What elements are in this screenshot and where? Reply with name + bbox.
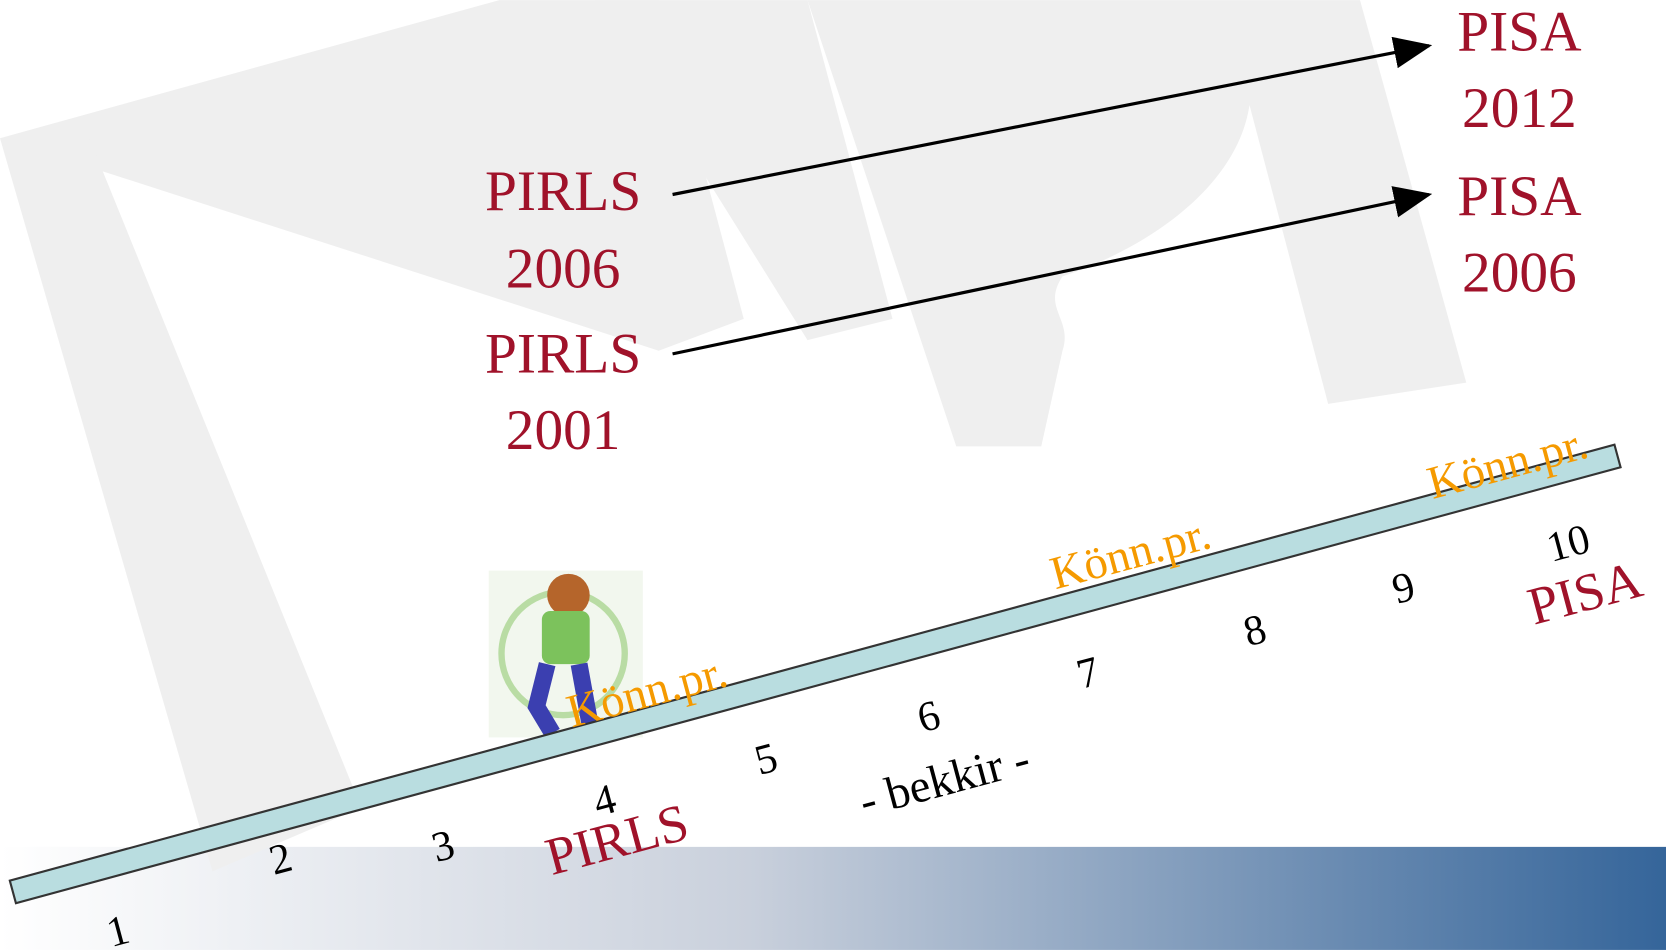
- grade-number: 5: [750, 734, 783, 785]
- study-name: PISA: [1457, 165, 1581, 228]
- grade-number: 7: [1072, 648, 1105, 699]
- caption: - bekkir -: [854, 732, 1035, 827]
- study-year: 2012: [1462, 77, 1577, 140]
- footer-band: [0, 847, 1666, 950]
- pisa-label: PISA: [1522, 551, 1648, 637]
- grade-number: 9: [1387, 563, 1420, 614]
- grade-number: 8: [1239, 605, 1272, 656]
- page: PIRLS 2006 PIRLS 2001 PISA 2012 PISA 200…: [0, 0, 1666, 950]
- study-year: 2006: [1462, 242, 1577, 305]
- slide: PIRLS 2006 PIRLS 2001 PISA 2012 PISA 200…: [0, 0, 1666, 950]
- study-year: 2006: [506, 237, 621, 300]
- study-name: PIRLS: [485, 160, 641, 223]
- study-name: PISA: [1457, 0, 1581, 63]
- study-name: PIRLS: [485, 322, 641, 385]
- watermark: [0, 0, 1466, 871]
- grade-number: 6: [912, 691, 945, 742]
- study-year: 2001: [506, 399, 621, 462]
